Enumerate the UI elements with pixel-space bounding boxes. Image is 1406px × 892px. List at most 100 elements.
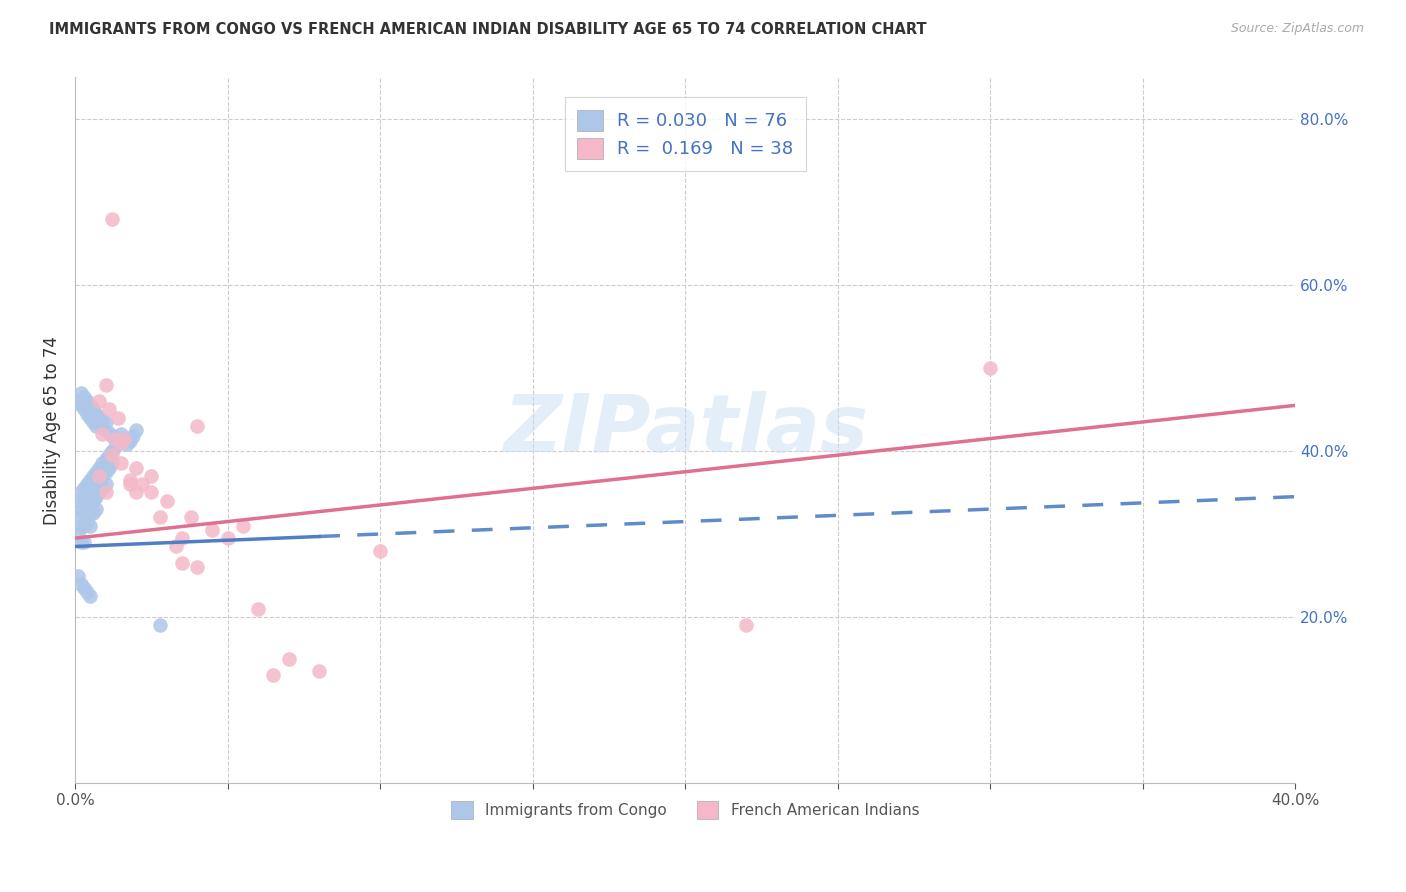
Point	[76, 515, 98, 529]
Point	[100, 457, 122, 471]
Point	[86, 419, 108, 434]
Point	[94, 415, 117, 429]
Point	[82, 402, 104, 417]
Point	[73, 506, 96, 520]
Point	[79, 485, 101, 500]
Point	[368, 543, 391, 558]
Point	[70, 502, 93, 516]
Point	[91, 421, 114, 435]
Point	[76, 394, 98, 409]
Text: ZIPatlas: ZIPatlas	[503, 392, 868, 469]
Point	[94, 477, 117, 491]
Point	[76, 585, 98, 599]
Point	[70, 576, 93, 591]
Point	[73, 493, 96, 508]
Point	[100, 448, 122, 462]
Point	[107, 410, 129, 425]
Point	[82, 506, 104, 520]
Point	[115, 437, 138, 451]
Point	[73, 481, 96, 495]
Point	[141, 469, 163, 483]
Point	[107, 435, 129, 450]
Legend: Immigrants from Congo, French American Indians: Immigrants from Congo, French American I…	[446, 795, 925, 825]
Point	[131, 477, 153, 491]
Point	[94, 465, 117, 479]
Point	[86, 502, 108, 516]
Text: IMMIGRANTS FROM CONGO VS FRENCH AMERICAN INDIAN DISABILITY AGE 65 TO 74 CORRELAT: IMMIGRANTS FROM CONGO VS FRENCH AMERICAN…	[49, 22, 927, 37]
Point	[86, 490, 108, 504]
Point	[118, 434, 141, 448]
Point	[97, 425, 120, 440]
Point	[118, 473, 141, 487]
Point	[79, 589, 101, 603]
Point	[70, 398, 93, 412]
Point	[79, 398, 101, 412]
Point	[277, 651, 299, 665]
Point	[70, 535, 93, 549]
Point	[217, 531, 239, 545]
Point	[155, 493, 177, 508]
Point	[82, 415, 104, 429]
Point	[67, 394, 90, 409]
Point	[91, 457, 114, 471]
Point	[180, 510, 202, 524]
Point	[86, 465, 108, 479]
Point	[186, 560, 208, 574]
Point	[79, 473, 101, 487]
Point	[201, 523, 224, 537]
Point	[91, 415, 114, 429]
Point	[67, 510, 90, 524]
Point	[94, 377, 117, 392]
Point	[94, 452, 117, 467]
Point	[100, 444, 122, 458]
Point	[89, 394, 111, 409]
Point	[89, 485, 111, 500]
Point	[104, 440, 127, 454]
Point	[97, 460, 120, 475]
Point	[76, 407, 98, 421]
Point	[91, 469, 114, 483]
Point	[70, 518, 93, 533]
Point	[89, 469, 111, 483]
Point	[91, 427, 114, 442]
Point	[82, 481, 104, 495]
Point	[149, 618, 172, 632]
Point	[76, 502, 98, 516]
Point	[70, 385, 93, 400]
Point	[104, 432, 127, 446]
Point	[247, 601, 270, 615]
Point	[73, 402, 96, 417]
Point	[97, 402, 120, 417]
Point	[112, 432, 135, 446]
Point	[73, 581, 96, 595]
Point	[94, 485, 117, 500]
Point	[979, 361, 1001, 376]
Y-axis label: Disability Age 65 to 74: Disability Age 65 to 74	[44, 335, 60, 524]
Point	[97, 448, 120, 462]
Point	[165, 540, 187, 554]
Point	[141, 485, 163, 500]
Point	[262, 668, 284, 682]
Point	[170, 531, 193, 545]
Point	[79, 506, 101, 520]
Point	[735, 618, 758, 632]
Point	[170, 556, 193, 570]
Point	[79, 410, 101, 425]
Point	[79, 493, 101, 508]
Point	[89, 410, 111, 425]
Point	[125, 460, 148, 475]
Point	[308, 664, 330, 678]
Point	[82, 469, 104, 483]
Point	[79, 518, 101, 533]
Point	[91, 481, 114, 495]
Point	[73, 518, 96, 533]
Point	[122, 429, 145, 443]
Point	[86, 477, 108, 491]
Point	[149, 510, 172, 524]
Point	[110, 435, 132, 450]
Point	[110, 457, 132, 471]
Point	[100, 211, 122, 226]
Point	[125, 485, 148, 500]
Point	[186, 419, 208, 434]
Point	[232, 518, 254, 533]
